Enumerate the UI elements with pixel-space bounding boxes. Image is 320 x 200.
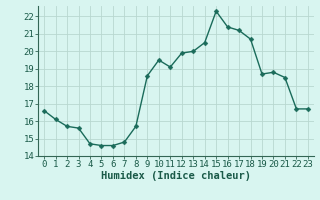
X-axis label: Humidex (Indice chaleur): Humidex (Indice chaleur) — [101, 171, 251, 181]
